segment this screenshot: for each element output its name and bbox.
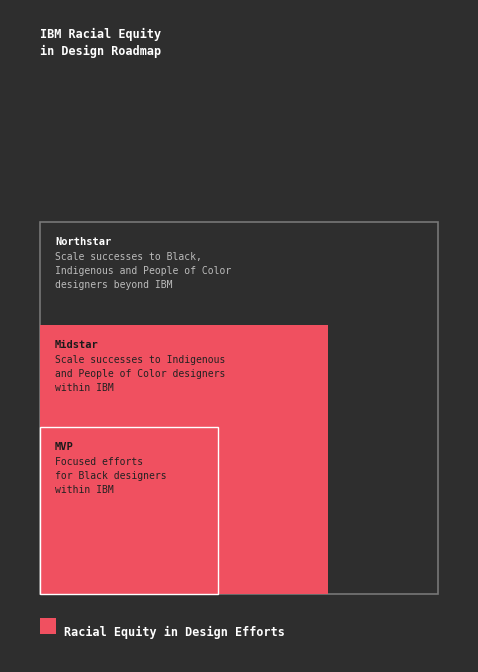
Text: Northstar: Northstar (55, 237, 111, 247)
Text: Racial Equity in Design Efforts: Racial Equity in Design Efforts (64, 626, 285, 639)
Bar (40, 427, 218, 594)
Text: Focused efforts
for Black designers
within IBM: Focused efforts for Black designers with… (55, 457, 167, 495)
Text: Scale successes to Black,
Indigenous and People of Color
designers beyond IBM: Scale successes to Black, Indigenous and… (55, 252, 231, 290)
Bar (40, 222, 438, 594)
Bar (40, 325, 328, 594)
Text: Midstar: Midstar (55, 340, 99, 350)
Text: MVP: MVP (55, 442, 74, 452)
Text: IBM Racial Equity
in Design Roadmap: IBM Racial Equity in Design Roadmap (40, 28, 161, 58)
Text: Scale successes to Indigenous
and People of Color designers
within IBM: Scale successes to Indigenous and People… (55, 355, 225, 393)
Bar (40, 618, 56, 634)
